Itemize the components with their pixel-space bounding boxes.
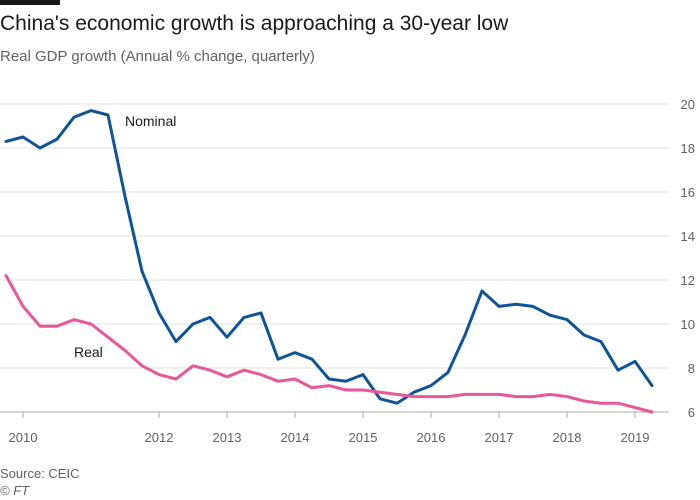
y-tick-label: 6 xyxy=(688,405,695,420)
series-label-real: Real xyxy=(74,344,103,360)
x-tick-label: 2017 xyxy=(485,430,514,445)
x-tick-label: 2013 xyxy=(213,430,242,445)
series-labels: Nominal Real xyxy=(74,113,176,360)
x-tick-label: 2016 xyxy=(417,430,446,445)
y-tick-label: 14 xyxy=(681,229,695,244)
series-label-nominal: Nominal xyxy=(125,113,176,129)
y-tick-label: 10 xyxy=(681,317,695,332)
chart-subtitle: Real GDP growth (Annual % change, quarte… xyxy=(0,48,315,65)
series-line-real xyxy=(4,274,654,414)
x-axis-ticks: 2010 2012 2013 2014 2015 2016 2017 2018 2019 xyxy=(9,412,650,445)
y-tick-label: 16 xyxy=(681,185,695,200)
x-tick-label: 2019 xyxy=(621,430,650,445)
x-tick-label: 2012 xyxy=(145,430,174,445)
y-tick-label: 12 xyxy=(681,273,695,288)
chart-title: China's economic growth is approaching a… xyxy=(0,12,509,35)
x-tick-label: 2018 xyxy=(553,430,582,445)
brand-bar xyxy=(0,0,60,5)
x-tick-label: 2010 xyxy=(9,430,38,445)
x-tick-label: 2014 xyxy=(281,430,310,445)
y-axis-ticks: 6 8 10 12 14 16 18 20 xyxy=(681,97,695,420)
y-tick-label: 20 xyxy=(681,97,695,112)
gridlines xyxy=(0,103,669,413)
x-tick-label: 2015 xyxy=(349,430,378,445)
source-note: Source: CEIC xyxy=(0,466,80,481)
y-tick-label: 18 xyxy=(681,141,695,156)
series-lines xyxy=(4,109,654,414)
copyright-note: © FT xyxy=(0,483,30,498)
series-line-nominal xyxy=(4,109,654,405)
y-tick-label: 8 xyxy=(688,361,695,376)
